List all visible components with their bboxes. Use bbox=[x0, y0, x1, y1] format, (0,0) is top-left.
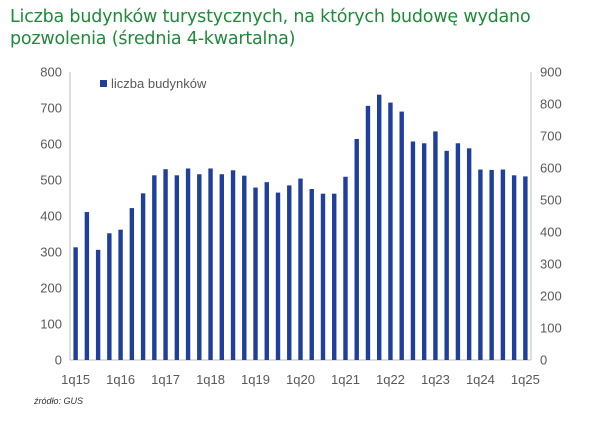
right-y-tick-100: 100 bbox=[540, 321, 562, 336]
bar-4q23 bbox=[466, 148, 472, 360]
right-y-tick-400: 400 bbox=[540, 225, 562, 240]
bar-1q16 bbox=[118, 229, 123, 360]
left-y-tick-0: 0 bbox=[55, 353, 62, 368]
x-tick-1q25: 1q25 bbox=[511, 372, 540, 387]
right-y-tick-0: 0 bbox=[540, 353, 547, 368]
right-y-tick-300: 300 bbox=[540, 257, 562, 272]
bar-1q18 bbox=[208, 168, 213, 360]
bar-2q18 bbox=[219, 174, 224, 360]
bar-1q17 bbox=[163, 169, 168, 360]
bar-3q22 bbox=[410, 141, 416, 360]
left-y-tick-400: 400 bbox=[40, 209, 62, 224]
x-tick-1q15: 1q15 bbox=[61, 372, 90, 387]
left-y-tick-labels: 0 100 200 300 400 500 600 700 800 bbox=[40, 65, 62, 368]
bar-3q19 bbox=[275, 192, 281, 360]
chart-title-line-1: Liczba budynków turystycznych, na któryc… bbox=[10, 7, 531, 27]
bar-3q21 bbox=[365, 105, 371, 360]
legend: liczba budynków bbox=[100, 76, 207, 91]
bar-4q16 bbox=[152, 175, 157, 360]
bar-4q17 bbox=[197, 174, 202, 360]
bar-2q17 bbox=[174, 175, 180, 360]
bar-4q20 bbox=[332, 193, 337, 360]
right-y-tick-500: 500 bbox=[540, 193, 562, 208]
bar-4q19 bbox=[287, 185, 292, 360]
right-y-tick-labels: 0 100 200 300 400 500 600 700 800 900 bbox=[540, 65, 562, 368]
bar-1q24 bbox=[478, 169, 483, 360]
right-y-tick-600: 600 bbox=[540, 161, 562, 176]
bar-1q15 bbox=[73, 247, 78, 360]
x-tick-1q16: 1q16 bbox=[106, 372, 135, 387]
right-y-tick-800: 800 bbox=[540, 97, 562, 112]
bar-1q20 bbox=[298, 178, 303, 360]
chart-title: Liczba budynków turystycznych, na któryc… bbox=[10, 6, 590, 50]
bar-4q18 bbox=[242, 175, 247, 360]
bar-2q15 bbox=[84, 212, 90, 360]
legend-swatch bbox=[100, 80, 107, 87]
bar-3q18 bbox=[230, 170, 236, 360]
x-tick-1q20: 1q20 bbox=[286, 372, 315, 387]
x-tick-1q19: 1q19 bbox=[241, 372, 270, 387]
bar-4q22 bbox=[421, 143, 427, 360]
bar-2q20 bbox=[309, 189, 314, 360]
bar-1q21 bbox=[343, 176, 348, 360]
x-tick-1q21: 1q21 bbox=[331, 372, 360, 387]
chart-title-line-2: pozwolenia (średnia 4-kwartalna) bbox=[10, 29, 296, 49]
bar-2q16 bbox=[129, 208, 135, 360]
bar-1q19 bbox=[253, 187, 258, 360]
right-y-tick-200: 200 bbox=[540, 289, 562, 304]
bar-3q23 bbox=[455, 143, 461, 360]
bar-4q15 bbox=[107, 233, 112, 360]
left-y-tick-800: 800 bbox=[40, 65, 62, 80]
left-y-tick-100: 100 bbox=[40, 317, 62, 332]
bar-series bbox=[73, 94, 528, 361]
left-y-tick-300: 300 bbox=[40, 245, 62, 260]
x-tick-labels: 1q15 1q16 1q17 1q18 1q19 1q20 1q21 1q22 1q23 1q24… bbox=[61, 372, 540, 387]
x-tick-1q18: 1q18 bbox=[196, 372, 225, 387]
bar-3q20 bbox=[320, 193, 326, 360]
bar-4q21 bbox=[377, 94, 382, 361]
left-y-tick-200: 200 bbox=[40, 281, 62, 296]
bar-1q23 bbox=[433, 131, 438, 360]
x-tick-1q23: 1q23 bbox=[421, 372, 450, 387]
bar-1q22 bbox=[388, 102, 393, 360]
bar-2q19 bbox=[264, 182, 269, 360]
bar-3q16 bbox=[140, 193, 146, 360]
x-tick-1q17: 1q17 bbox=[151, 372, 180, 387]
bar-2q21 bbox=[354, 138, 359, 360]
x-tick-1q22: 1q22 bbox=[376, 372, 405, 387]
bar-4q24 bbox=[511, 175, 517, 360]
bar-3q17 bbox=[185, 168, 191, 360]
bar-2q22 bbox=[399, 111, 404, 360]
left-y-tick-600: 600 bbox=[40, 137, 62, 152]
bar-1q25 bbox=[523, 176, 528, 360]
left-y-tick-700: 700 bbox=[40, 101, 62, 116]
left-y-tick-500: 500 bbox=[40, 173, 62, 188]
legend-label: liczba budynków bbox=[111, 76, 207, 91]
bar-3q24 bbox=[500, 169, 506, 360]
right-y-tick-700: 700 bbox=[540, 129, 562, 144]
right-y-tick-900: 900 bbox=[540, 65, 562, 80]
bar-3q15 bbox=[95, 249, 101, 360]
bar-2q23 bbox=[444, 150, 449, 360]
x-tick-1q24: 1q24 bbox=[466, 372, 495, 387]
bar-2q24 bbox=[489, 169, 494, 360]
source-note: źródło: GUS bbox=[34, 396, 84, 406]
